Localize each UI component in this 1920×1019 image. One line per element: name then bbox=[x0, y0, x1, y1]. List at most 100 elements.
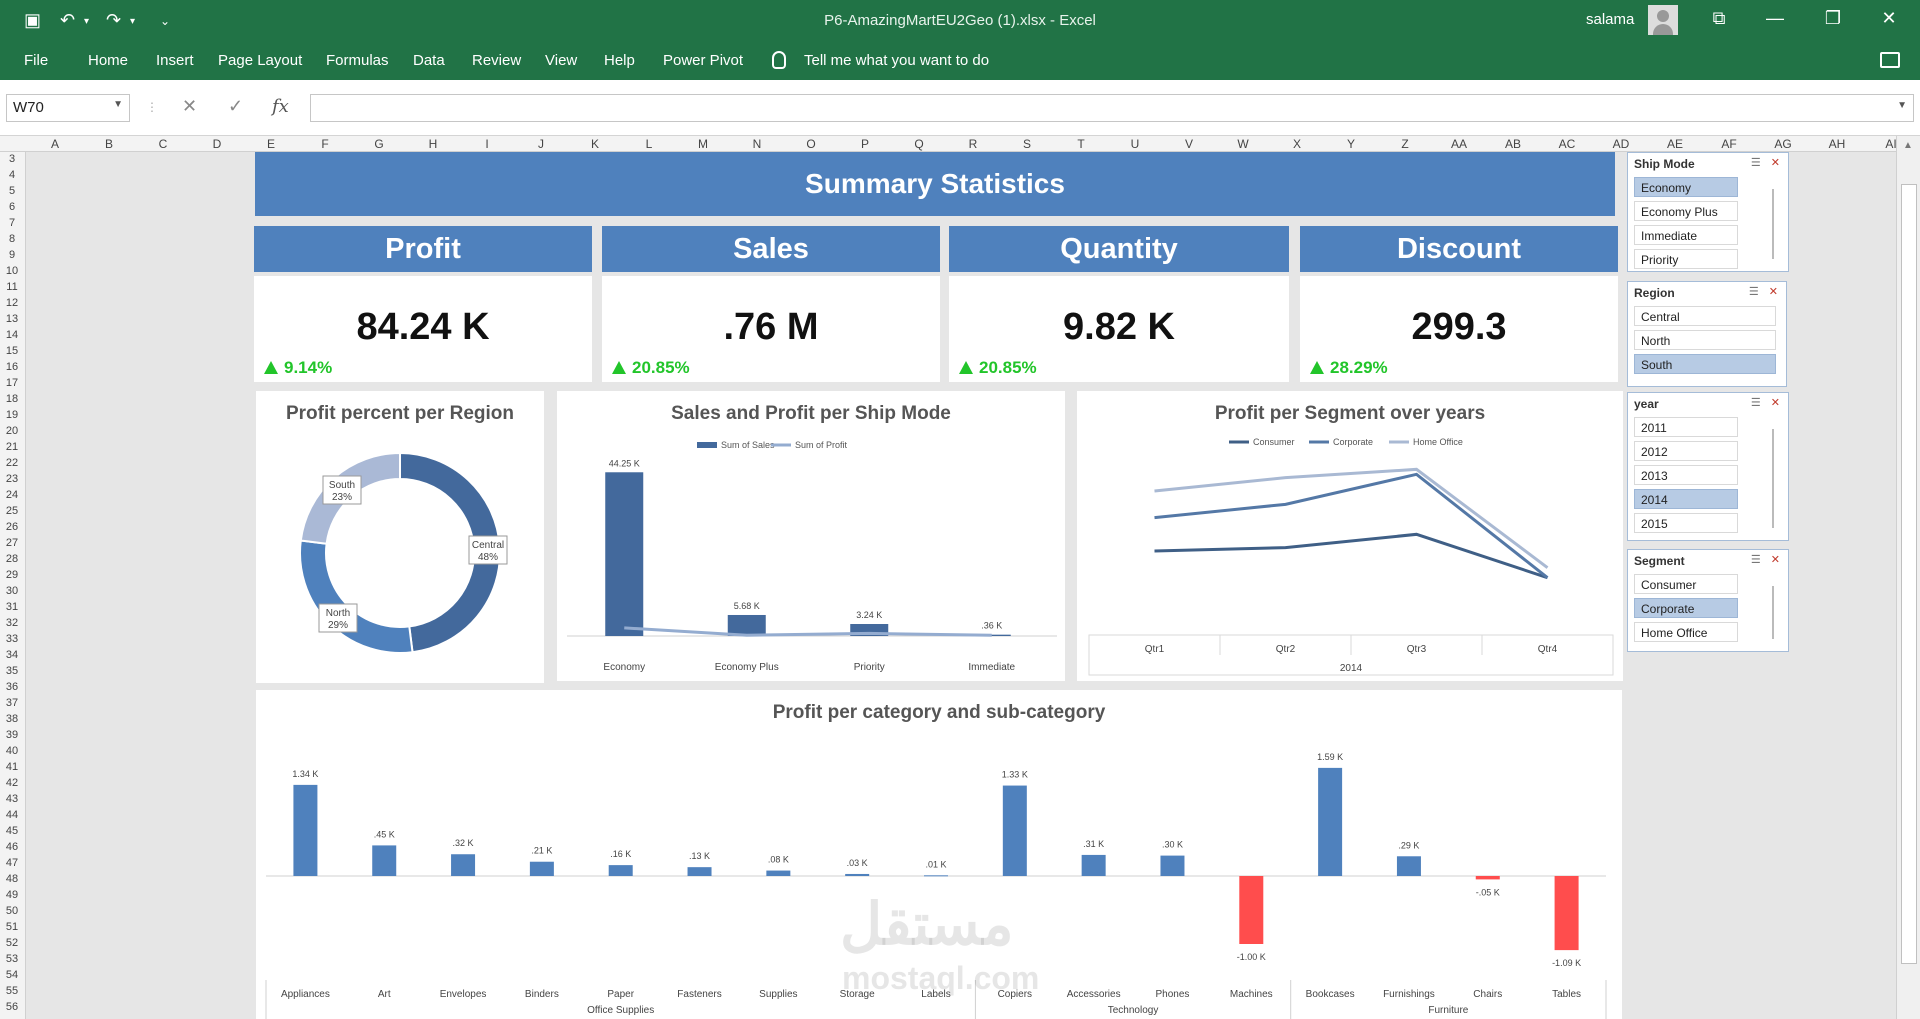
row-header-53[interactable]: 53 bbox=[5, 953, 19, 965]
tab-power-pivot[interactable]: Power Pivot bbox=[663, 52, 744, 69]
bar-sales-immediate[interactable] bbox=[972, 634, 1011, 636]
row-header-36[interactable]: 36 bbox=[5, 681, 19, 693]
row-header-49[interactable]: 49 bbox=[5, 889, 19, 901]
row-header-35[interactable]: 35 bbox=[5, 665, 19, 677]
clear-filter-icon[interactable]: ✕ bbox=[1768, 286, 1778, 298]
row-header-20[interactable]: 20 bbox=[5, 425, 19, 437]
row-header-13[interactable]: 13 bbox=[5, 313, 19, 325]
bar-paper[interactable] bbox=[608, 865, 633, 876]
bar-appliances[interactable] bbox=[293, 784, 318, 876]
row-header-25[interactable]: 25 bbox=[5, 505, 19, 517]
scroll-thumb[interactable] bbox=[1901, 184, 1917, 964]
row-header-56[interactable]: 56 bbox=[5, 1001, 19, 1013]
column-header-ab[interactable]: AB bbox=[1504, 137, 1521, 151]
column-header-v[interactable]: V bbox=[1184, 137, 1193, 151]
slicer-scrollbar[interactable] bbox=[1772, 429, 1774, 528]
row-header-14[interactable]: 14 bbox=[5, 329, 19, 341]
clear-filter-icon[interactable]: ✕ bbox=[1770, 397, 1780, 409]
tab-home[interactable]: Home bbox=[88, 52, 129, 69]
row-header-43[interactable]: 43 bbox=[5, 793, 19, 805]
row-header-26[interactable]: 26 bbox=[5, 521, 19, 533]
column-header-x[interactable]: X bbox=[1292, 137, 1301, 151]
row-header-33[interactable]: 33 bbox=[5, 633, 19, 645]
bar-accessories[interactable] bbox=[1081, 854, 1106, 876]
tab-data[interactable]: Data bbox=[413, 52, 445, 69]
slicer-item-2015[interactable]: 2015 bbox=[1634, 513, 1738, 533]
enter-icon[interactable]: ✓ bbox=[228, 96, 244, 116]
tell-me-search[interactable]: Tell me what you want to do bbox=[804, 52, 990, 69]
row-header-12[interactable]: 12 bbox=[5, 297, 19, 309]
vertical-scrollbar[interactable]: ▲ bbox=[1896, 136, 1920, 1019]
line-consumer[interactable] bbox=[1154, 532, 1548, 580]
slicer-item-2011[interactable]: 2011 bbox=[1634, 417, 1738, 437]
column-header-ah[interactable]: AH bbox=[1828, 137, 1846, 151]
row-header-54[interactable]: 54 bbox=[5, 969, 19, 981]
row-header-6[interactable]: 6 bbox=[8, 201, 16, 213]
user-name[interactable]: salama bbox=[1586, 11, 1635, 28]
bar-tables[interactable] bbox=[1554, 876, 1579, 951]
bar-sales-economy-plus[interactable] bbox=[727, 614, 766, 636]
column-header-ae[interactable]: AE bbox=[1666, 137, 1683, 151]
kpi-sales-card[interactable]: .76 M 20.85% bbox=[602, 276, 940, 382]
kpi-discount-card[interactable]: 299.3 28.29% bbox=[1300, 276, 1618, 382]
column-header-k[interactable]: K bbox=[590, 137, 599, 151]
row-header-31[interactable]: 31 bbox=[5, 601, 19, 613]
tab-page-layout[interactable]: Page Layout bbox=[218, 52, 303, 69]
slicer-item-consumer[interactable]: Consumer bbox=[1634, 574, 1738, 594]
column-header-g[interactable]: G bbox=[374, 137, 384, 151]
formula-input[interactable]: ▼ bbox=[310, 94, 1914, 122]
avatar[interactable] bbox=[1648, 5, 1678, 35]
donut-slice-central[interactable] bbox=[399, 451, 501, 654]
column-header-a[interactable]: A bbox=[50, 137, 59, 151]
tab-view[interactable]: View bbox=[545, 52, 578, 69]
row-header-30[interactable]: 30 bbox=[5, 585, 19, 597]
bar-art[interactable] bbox=[372, 845, 397, 876]
bar-bookcases[interactable] bbox=[1318, 767, 1343, 876]
row-header-8[interactable]: 8 bbox=[8, 233, 16, 245]
clear-filter-icon[interactable]: ✕ bbox=[1770, 554, 1780, 566]
column-header-f[interactable]: F bbox=[321, 137, 329, 151]
multi-select-icon[interactable]: ☰ bbox=[1750, 554, 1761, 566]
row-header-3[interactable]: 3 bbox=[8, 153, 16, 165]
column-header-af[interactable]: AF bbox=[1721, 137, 1737, 151]
category-chart-panel[interactable]: Profit per category and sub-category 1.3… bbox=[256, 690, 1622, 1019]
row-header-5[interactable]: 5 bbox=[8, 185, 16, 197]
column-header-w[interactable]: W bbox=[1237, 137, 1249, 151]
ribbon-display-icon[interactable]: ⧉ bbox=[1712, 8, 1726, 28]
slicer-item-north[interactable]: North bbox=[1634, 330, 1776, 350]
bar-binders[interactable] bbox=[529, 861, 554, 876]
row-header-18[interactable]: 18 bbox=[5, 393, 19, 405]
customize-toolbar-icon[interactable]: ⌄ bbox=[160, 14, 171, 28]
save-icon[interactable]: ▣ bbox=[24, 10, 42, 30]
undo-icon[interactable]: ↶ bbox=[60, 10, 76, 30]
multi-select-icon[interactable]: ☰ bbox=[1750, 397, 1761, 409]
scroll-up-icon[interactable]: ▲ bbox=[1903, 140, 1913, 151]
row-header-22[interactable]: 22 bbox=[5, 457, 19, 469]
bar-machines[interactable] bbox=[1239, 876, 1264, 944]
kpi-quantity-card[interactable]: 9.82 K 20.85% bbox=[949, 276, 1289, 382]
row-header-10[interactable]: 10 bbox=[5, 265, 19, 277]
row-header-7[interactable]: 7 bbox=[8, 217, 16, 229]
undo-dropdown-icon[interactable]: ▾ bbox=[84, 16, 90, 27]
row-header-16[interactable]: 16 bbox=[5, 361, 19, 373]
name-box[interactable]: W70 ▼ bbox=[6, 94, 130, 122]
column-header-ac[interactable]: AC bbox=[1558, 137, 1576, 151]
slicer-item-2013[interactable]: 2013 bbox=[1634, 465, 1738, 485]
slicer-scrollbar[interactable] bbox=[1772, 189, 1774, 259]
bar-envelopes[interactable] bbox=[451, 854, 476, 876]
row-header-45[interactable]: 45 bbox=[5, 825, 19, 837]
slicer-item-central[interactable]: Central bbox=[1634, 306, 1776, 326]
column-header-n[interactable]: N bbox=[752, 137, 762, 151]
column-header-z[interactable]: Z bbox=[1401, 137, 1409, 151]
column-header-e[interactable]: E bbox=[266, 137, 275, 151]
tab-file[interactable]: File bbox=[24, 52, 49, 69]
multi-select-icon[interactable]: ☰ bbox=[1750, 157, 1761, 169]
column-header-m[interactable]: M bbox=[698, 137, 708, 151]
row-header-41[interactable]: 41 bbox=[5, 761, 19, 773]
column-header-t[interactable]: T bbox=[1077, 137, 1085, 151]
kpi-profit-card[interactable]: 84.24 K 9.14% bbox=[254, 276, 592, 382]
column-header-aa[interactable]: AA bbox=[1450, 137, 1467, 151]
bar-phones[interactable] bbox=[1160, 855, 1185, 876]
row-header-27[interactable]: 27 bbox=[5, 537, 19, 549]
column-header-y[interactable]: Y bbox=[1346, 137, 1355, 151]
